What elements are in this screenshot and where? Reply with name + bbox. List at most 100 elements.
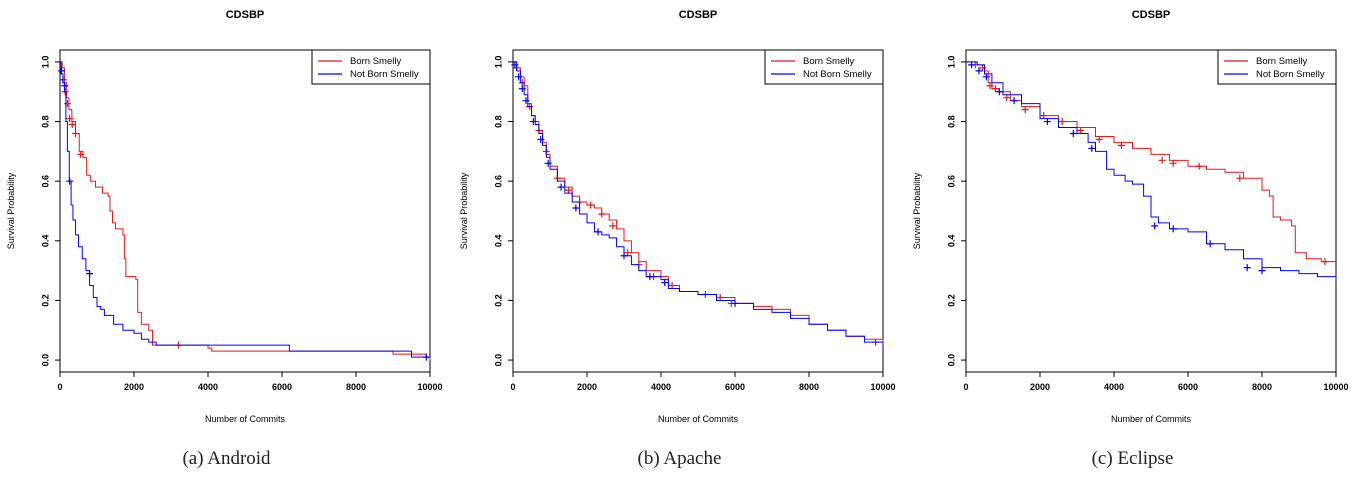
series-not-born-smelly-censor-mark [968, 61, 976, 69]
series-born-smelly-censor-mark [1003, 94, 1011, 102]
plot-frame [512, 49, 884, 373]
series-not-born-smelly-censor-mark [544, 159, 552, 167]
figure-caption: (a) Android [182, 448, 271, 469]
x-tick-label: 8000 [799, 382, 819, 392]
chart-svg-apache: CDSBP 0 2000 4000 6000 8000 10000 0.0 0.2 0.4 0.6 0… [459, 9, 896, 424]
chart-svg-eclipse: CDSBP 0 2000 4000 6000 8000 10000 0.0 0.2 0.4 0.6 0… [912, 9, 1349, 424]
y-tick-label: 1.0 [946, 56, 956, 69]
x-tick-label: 2000 [577, 382, 597, 392]
series-not-born-smelly-line [60, 61, 430, 358]
series-not-born-smelly-censor-mark [995, 88, 1003, 96]
x-tick-label: 10000 [1323, 382, 1348, 392]
series-not-born-smelly-censor-mark [975, 67, 983, 75]
y-tick-label: 0.2 [40, 294, 50, 307]
series-born-smelly-censor-mark [1169, 159, 1177, 167]
chart-svg-android: CDSBP 0 2000 4000 6000 8000 10000 0.0 0.2 0.4 0.6 0… [6, 9, 443, 424]
series-not-born-smelly-line [513, 61, 884, 349]
x-tick-label: 2000 [1030, 382, 1050, 392]
series-not-born-smelly-censor-mark [529, 118, 537, 126]
series-born-smelly-censor-mark [565, 186, 572, 194]
x-tick-label: 4000 [651, 382, 671, 392]
y-tick-label: 0.6 [946, 175, 956, 188]
x-axis-label: Number of Commits [658, 414, 739, 424]
y-tick-label: 0.8 [493, 115, 503, 128]
series-born-smelly-censor-mark [72, 129, 80, 137]
y-tick-label: 0.0 [493, 354, 503, 367]
series-born-smelly-censor-mark [1077, 127, 1085, 134]
series-not-born-smelly-censor-mark [1258, 267, 1266, 275]
figure-caption: (b) Apache [637, 448, 722, 469]
series-not-born-smelly-line [966, 61, 1337, 280]
x-tick-label: 6000 [272, 382, 292, 392]
x-tick-label: 0 [57, 382, 62, 392]
x-tick-label: 0 [510, 382, 515, 392]
x-tick-label: 8000 [1252, 382, 1272, 392]
series-not-born-smelly-censor-mark [86, 270, 94, 278]
series-not-born-smelly-censor-mark [1151, 222, 1159, 230]
y-tick-label: 0.6 [40, 175, 50, 188]
y-tick-label: 0.8 [40, 115, 50, 128]
plot-frame [59, 49, 431, 373]
series-born-smelly-line [966, 61, 1336, 263]
legend-label: Born Smelly [1256, 56, 1307, 67]
series-not-born-smelly-censor-mark [1243, 264, 1251, 272]
chart-panel-eclipse: CDSBP 0 2000 4000 6000 8000 10000 0.0 0.2 0.4 0.6 0… [906, 0, 1359, 485]
y-tick-label: 0.4 [493, 235, 503, 248]
series-born-smelly-censor-mark [66, 115, 74, 123]
y-axis-label: Survival Probability [6, 172, 16, 249]
series-not-born-smelly-censor-mark [59, 76, 67, 84]
series-not-born-smelly-censor-mark [982, 73, 990, 81]
y-tick-label: 1.0 [493, 56, 503, 69]
chart-title: CDSBP [679, 9, 718, 21]
series-not-born-smelly-censor-mark [522, 97, 530, 105]
series-not-born-smelly-censor-mark [557, 183, 565, 191]
legend-label: Not Born Smelly [1256, 69, 1325, 80]
legend-label: Born Smelly [350, 56, 401, 67]
series-born-smelly-censor-mark [986, 82, 994, 90]
series-not-born-smelly-censor-mark [1206, 240, 1214, 248]
series-not-born-smelly-censor-mark [515, 73, 523, 81]
series-not-born-smelly-censor-mark [594, 228, 602, 236]
y-tick-label: 1.0 [40, 56, 50, 69]
y-tick-label: 0.2 [946, 294, 956, 307]
y-tick-label: 0.4 [40, 235, 50, 248]
chart-panel-android: CDSBP 0 2000 4000 6000 8000 10000 0.0 0.2 0.4 0.6 0… [0, 0, 453, 485]
series-not-born-smelly-censor-mark [646, 273, 654, 281]
chart-title: CDSBP [226, 9, 265, 21]
series-born-smelly-censor-mark [1040, 112, 1048, 120]
x-tick-label: 4000 [198, 382, 218, 392]
series-not-born-smelly-censor-mark [422, 353, 430, 361]
series-born-smelly-censor-mark [992, 85, 1000, 93]
series-born-smelly-censor-mark [1158, 156, 1166, 164]
series-born-smelly-censor-mark [668, 282, 676, 290]
y-tick-label: 0.6 [493, 175, 503, 188]
series-born-smelly-censor-mark [1095, 135, 1103, 143]
x-tick-label: 10000 [417, 382, 442, 392]
chart-panel-apache: CDSBP 0 2000 4000 6000 8000 10000 0.0 0.2 0.4 0.6 0… [453, 0, 906, 485]
x-tick-label: 6000 [1178, 382, 1198, 392]
series-not-born-smelly-censor-mark [620, 252, 628, 260]
series-not-born-smelly-censor-mark [1169, 225, 1177, 233]
series-not-born-smelly-censor-mark [1069, 129, 1077, 137]
legend-box [311, 49, 431, 85]
series-born-smelly-censor-mark [77, 150, 85, 158]
x-axis-label: Number of Commits [205, 414, 286, 424]
y-tick-label: 0.0 [946, 354, 956, 367]
series-born-smelly-censor-mark [1058, 118, 1066, 126]
legend-label: Not Born Smelly [803, 69, 872, 80]
legend-box [764, 49, 884, 85]
series-born-smelly-censor-mark [624, 249, 632, 257]
series-born-smelly-censor-mark [716, 293, 724, 301]
series-not-born-smelly-censor-mark [61, 82, 69, 90]
chart-title: CDSBP [1132, 9, 1171, 21]
x-tick-label: 2000 [124, 382, 144, 392]
y-axis-label: Survival Probability [459, 172, 469, 249]
series-not-born-smelly-censor-mark [1043, 118, 1051, 126]
series-born-smelly-censor-mark [609, 222, 617, 230]
series-born-smelly-censor-mark [68, 121, 76, 129]
x-axis-label: Number of Commits [1111, 414, 1192, 424]
legend-label: Born Smelly [803, 56, 854, 67]
series-born-smelly-censor-mark [587, 201, 595, 209]
series-not-born-smelly-censor-mark [1088, 144, 1096, 152]
series-not-born-smelly-censor-mark [572, 204, 580, 212]
